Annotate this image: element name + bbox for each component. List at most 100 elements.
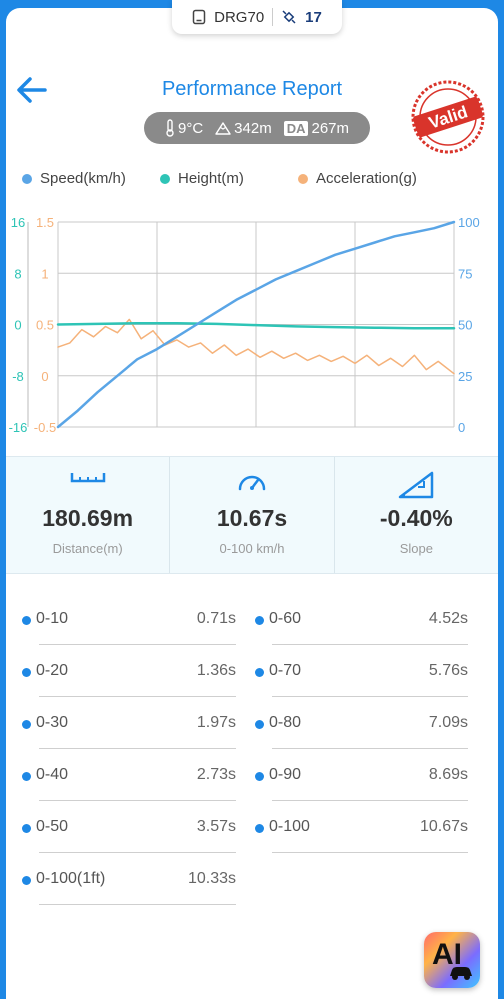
- split-dot: [255, 824, 264, 833]
- chart-legend: Speed(km/h) Height(m) Acceleration(g): [0, 170, 504, 192]
- split-label: 0-70: [269, 662, 302, 679]
- split-label: 0-100: [269, 818, 310, 835]
- back-button[interactable]: [12, 70, 52, 110]
- split-time: 7.09s: [428, 714, 468, 731]
- divider: [39, 696, 236, 697]
- split-time: 1.97s: [196, 714, 236, 731]
- temperature-value: 9°C: [177, 119, 204, 137]
- divider: [39, 644, 236, 645]
- split-dot: [255, 668, 264, 677]
- height-axis-tick-label: 16: [11, 215, 25, 230]
- ai-assistant-button[interactable]: AI: [424, 932, 480, 988]
- split-row: 0-100 10.67s: [255, 804, 468, 856]
- split-dot: [22, 720, 31, 729]
- split-time: 2.73s: [196, 766, 236, 783]
- stat-0-100: 10.67s 0-100 km/h: [170, 457, 335, 573]
- split-row: 0-30 1.97s: [22, 700, 236, 752]
- acceleration-line: [57, 318, 455, 375]
- split-time: 10.33s: [187, 870, 236, 887]
- stat-slope: -0.40% Slope: [335, 457, 498, 573]
- da-label: DA: [283, 120, 309, 136]
- split-label: 0-20: [36, 662, 69, 679]
- speed-line: [56, 220, 456, 429]
- legend-speed[interactable]: Speed(km/h): [22, 170, 126, 187]
- slope-label: Slope: [399, 541, 433, 556]
- split-time: 4.52s: [428, 610, 468, 627]
- divider: [39, 748, 236, 749]
- legend-speed-label: Speed(km/h): [40, 170, 126, 187]
- divider: [272, 8, 274, 26]
- split-dot: [22, 876, 31, 885]
- split-row: 0-70 5.76s: [255, 648, 468, 700]
- distance-label: Distance(m): [52, 541, 123, 556]
- divider: [272, 696, 468, 697]
- speed-axis-tick-label: 75: [458, 266, 472, 281]
- density-altitude-value: 267m: [311, 119, 350, 137]
- split-label: 0-60: [269, 610, 302, 627]
- legend-acceleration[interactable]: Acceleration(g): [298, 170, 417, 187]
- density-altitude-item: DA 267m: [283, 119, 350, 137]
- split-label: 0-80: [269, 714, 302, 731]
- split-row: 0-10 0.71s: [22, 596, 236, 648]
- ruler-icon: [70, 473, 105, 483]
- performance-chart[interactable]: 16 8 0 -8 -16 1.5 1 0.5 0 -0.5 100 75 50 25 0: [0, 200, 504, 440]
- acceleration-dot: [298, 173, 308, 184]
- split-label: 0-30: [36, 714, 69, 731]
- acceleration-time-label: 0-100 km/h: [219, 541, 285, 556]
- split-row: 0-40 2.73s: [22, 752, 236, 804]
- split-label: 0-100(1ft): [36, 870, 106, 887]
- stats-panel: 180.69m Distance(m) 10.67s 0-100 km/h -0…: [6, 456, 498, 574]
- split-row: 0-100(1ft) 10.33s: [22, 856, 236, 908]
- car-icon: [450, 967, 472, 980]
- divider: [39, 800, 236, 801]
- split-row: 0-90 8.69s: [255, 752, 468, 804]
- height-axis-tick-label: 0: [14, 318, 21, 333]
- split-label: 0-40: [36, 766, 69, 783]
- device-status-pill[interactable]: DRG70 17: [172, 0, 342, 34]
- divider: [39, 852, 236, 853]
- split-time: 5.76s: [428, 662, 468, 679]
- thermometer-icon: [166, 119, 174, 137]
- divider: [272, 748, 468, 749]
- ai-button-text: AI: [432, 938, 462, 971]
- speed-axis-tick-label: 50: [458, 318, 472, 333]
- split-row: 0-80 7.09s: [255, 700, 468, 752]
- legend-height[interactable]: Height(m): [160, 170, 244, 187]
- divider: [272, 644, 468, 645]
- acceleration-axis-tick-label: 0: [41, 369, 48, 384]
- speedometer-icon: [238, 475, 266, 491]
- slope-value: -0.40%: [379, 505, 453, 531]
- split-dot: [22, 616, 31, 625]
- split-dot: [22, 668, 31, 677]
- environment-pill: 9°C 342m DA 267m: [144, 112, 370, 144]
- acceleration-time-value: 10.67s: [216, 505, 288, 531]
- page-title: Performance Report: [161, 78, 343, 100]
- altitude-value: 342m: [234, 119, 272, 137]
- distance-value: 180.69m: [42, 505, 134, 531]
- split-row: 0-60 4.52s: [255, 596, 468, 648]
- split-time: 1.36s: [196, 662, 236, 679]
- height-axis-tick-label: -16: [9, 420, 28, 435]
- split-dot: [255, 772, 264, 781]
- split-time: 0.71s: [196, 610, 236, 627]
- split-row: 0-50 3.57s: [22, 804, 236, 856]
- speed-axis-tick-label: 25: [458, 369, 472, 384]
- speed-dot: [22, 173, 32, 184]
- device-icon: [192, 9, 206, 25]
- divider: [272, 800, 468, 801]
- split-time: 8.69s: [428, 766, 468, 783]
- stat-distance: 180.69m Distance(m): [6, 457, 171, 573]
- legend-acceleration-label: Acceleration(g): [316, 170, 417, 187]
- acceleration-axis-tick-label: -0.5: [34, 420, 56, 435]
- split-time: 3.57s: [196, 818, 236, 835]
- acceleration-axis-tick-label: 1: [41, 266, 48, 281]
- split-label: 0-90: [269, 766, 302, 783]
- split-row: 0-20 1.36s: [22, 648, 236, 700]
- split-dot: [255, 616, 264, 625]
- height-axis-tick-label: -8: [12, 369, 24, 384]
- satellite-icon: [282, 10, 296, 24]
- arrow-left-icon: [17, 77, 47, 103]
- divider: [272, 852, 468, 853]
- divider: [39, 904, 236, 905]
- height-dot: [160, 173, 170, 184]
